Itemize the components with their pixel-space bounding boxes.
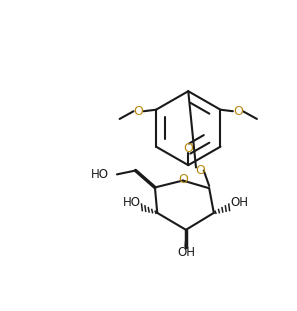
Text: OH: OH (177, 246, 195, 259)
Text: HO: HO (91, 168, 109, 181)
Text: O: O (195, 164, 205, 177)
Text: O: O (178, 173, 188, 186)
Text: O: O (233, 105, 243, 118)
Polygon shape (134, 170, 155, 188)
Text: O: O (183, 142, 193, 155)
Text: HO: HO (123, 196, 141, 209)
Text: O: O (133, 105, 143, 118)
Polygon shape (184, 230, 187, 247)
Text: OH: OH (230, 196, 248, 209)
